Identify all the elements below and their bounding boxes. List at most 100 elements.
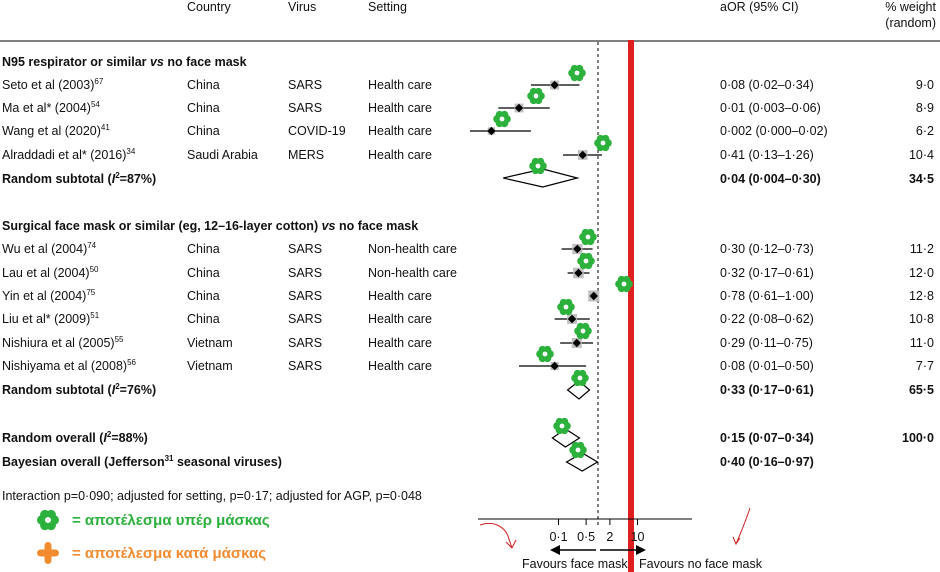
study-country: China — [187, 242, 220, 256]
study-virus: SARS — [288, 266, 323, 280]
study-aor: 0·002 (0·000–0·02) — [720, 124, 828, 138]
study-country: Saudi Arabia — [187, 148, 258, 162]
point-estimate — [589, 291, 598, 301]
red-vertical-line — [628, 40, 634, 572]
subtotal-weight-surgical: 65·5 — [908, 383, 934, 397]
study-label: Seto et al (2003)67 — [2, 76, 104, 92]
study-country: China — [187, 266, 220, 280]
point-estimate — [487, 126, 496, 136]
study-aor: 0·08 (0·02–0·34) — [720, 78, 814, 92]
point-estimate — [567, 314, 577, 324]
study-label: Lau et al (2004)50 — [2, 264, 99, 280]
study-weight: 6·2 — [915, 124, 934, 138]
green-flower-icon — [536, 345, 554, 363]
overall-weight: 100·0 — [902, 431, 934, 445]
study-label: Liu et al* (2009)51 — [2, 310, 100, 326]
study-country: China — [187, 78, 220, 92]
study-aor: 0·32 (0·17–0·61) — [720, 266, 814, 280]
header-country: Country — [187, 0, 231, 14]
study-label: Wu et al (2004)74 — [2, 240, 97, 256]
study-weight: 12·0 — [908, 266, 934, 280]
favours-face-mask-label: Favours face mask — [522, 557, 628, 571]
header-setting: Setting — [368, 0, 407, 14]
green-flower-icon — [553, 417, 571, 435]
study-label: Nishiura et al (2005)55 — [2, 334, 124, 350]
study-setting: Health care — [368, 289, 432, 303]
study-weight: 11·0 — [909, 336, 934, 350]
green-flower-icon — [557, 298, 575, 316]
subtotal-weight-n95: 34·5 — [908, 172, 934, 186]
green-flower-icon — [615, 275, 633, 293]
study-weight: 10·4 — [908, 148, 934, 162]
study-virus: SARS — [288, 101, 323, 115]
study-weight: 12·8 — [908, 289, 934, 303]
interaction-note: Interaction p=0·090; adjusted for settin… — [2, 489, 422, 503]
study-country: China — [187, 289, 220, 303]
green-flower-icon — [529, 157, 547, 175]
section-title-surgical: Surgical face mask or similar (eg, 12–16… — [2, 219, 419, 233]
study-virus: MERS — [288, 148, 325, 162]
header-weight-line1: % weight — [885, 0, 936, 14]
study-setting: Health care — [368, 124, 432, 138]
study-label: Yin et al (2004)75 — [2, 287, 96, 303]
scribble-right — [732, 507, 751, 546]
section-title-n95: N95 respirator or similar vs no face mas… — [2, 55, 247, 69]
study-aor: 0·01 (0·003–0·06) — [720, 101, 821, 115]
x-tick-label: 0·5 — [577, 530, 595, 544]
favours-right-arrowhead — [636, 545, 646, 555]
header-aor: aOR (95% CI) — [720, 0, 799, 14]
subtotal-label-surgical: Random subtotal (I2=76%) — [2, 381, 157, 397]
overall-aor: 0·15 (0·07–0·34) — [720, 431, 814, 445]
green-flower-icon — [579, 228, 597, 246]
subtotal-label-n95: Random subtotal (I2=87%) — [2, 170, 157, 186]
study-virus: SARS — [288, 359, 323, 373]
study-aor: 0·30 (0·12–0·73) — [720, 242, 814, 256]
study-weight: 9·0 — [915, 78, 934, 92]
point-estimate — [574, 268, 583, 278]
study-virus: SARS — [288, 336, 323, 350]
study-setting: Non-health care — [368, 266, 457, 280]
study-label: Wang et al (2020)41 — [2, 122, 110, 138]
study-country: China — [187, 312, 220, 326]
favours-no-face-mask-label: Favours no face mask — [639, 557, 762, 571]
scribble-left — [479, 522, 517, 549]
study-aor: 0·29 (0·11–0·75) — [720, 336, 813, 350]
green-flower-icon — [493, 110, 511, 128]
study-aor: 0·08 (0·01–0·50) — [720, 359, 814, 373]
study-label: Ma et al* (2004)54 — [2, 99, 100, 115]
x-tick-label: 0·1 — [549, 530, 567, 544]
study-aor: 0·78 (0·61–1·00) — [720, 289, 814, 303]
header-virus: Virus — [288, 0, 317, 14]
study-setting: Health care — [368, 148, 432, 162]
study-weight: 7·7 — [915, 359, 934, 373]
study-setting: Non-health care — [368, 242, 457, 256]
study-virus: COVID-19 — [288, 124, 346, 138]
bayesian-aor: 0·40 (0·16–0·97) — [720, 455, 814, 469]
study-virus: SARS — [288, 78, 323, 92]
favours-left-arrowhead — [550, 545, 560, 555]
pooled-diamond — [503, 168, 580, 188]
green-flower-icon — [594, 134, 612, 152]
study-country: China — [187, 101, 220, 115]
study-weight: 10·8 — [908, 312, 934, 326]
overall-label: Random overall (I2=88%) — [2, 429, 148, 445]
study-country: Vietnam — [187, 336, 233, 350]
green-flower-icon — [568, 64, 586, 82]
legend-pro-label: = αποτέλεσμα υπέρ μάσκας — [72, 512, 270, 529]
study-label: Nishiyama et al (2008)56 — [2, 357, 136, 373]
study-virus: SARS — [288, 312, 323, 326]
green-flower-icon — [569, 441, 587, 459]
legend-con-label: = αποτέλεσμα κατά μάσκας — [72, 545, 267, 562]
study-aor: 0·22 (0·08–0·62) — [720, 312, 814, 326]
study-virus: SARS — [288, 242, 323, 256]
green-flower-icon — [574, 322, 592, 340]
study-label: Alraddadi et al* (2016)34 — [2, 146, 136, 162]
header-weight-line2: (random) — [885, 16, 936, 30]
green-flower-icon — [571, 369, 589, 387]
study-weight: 8·9 — [915, 101, 934, 115]
study-weight: 11·2 — [909, 242, 934, 256]
point-estimate — [550, 361, 559, 371]
subtotal-aor-surgical: 0·33 (0·17–0·61) — [720, 383, 814, 397]
green-flower-icon — [527, 87, 545, 105]
